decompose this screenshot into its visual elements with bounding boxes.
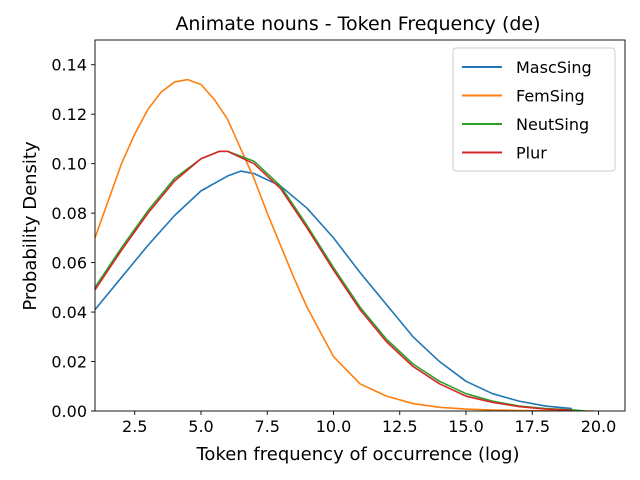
x-tick-label: 2.5: [122, 417, 147, 436]
plot-area: [95, 78, 594, 411]
chart-title: Animate nouns - Token Frequency (de): [175, 13, 540, 35]
series-line-mascsing: [95, 170, 573, 410]
y-tick-label: 0.00: [51, 402, 87, 421]
y-tick-label: 0.10: [51, 155, 87, 174]
x-tick-label: 17.5: [514, 417, 550, 436]
series-lines: [95, 78, 594, 411]
x-tick-label: 15.0: [448, 417, 484, 436]
legend-label-mascsing: MascSing: [516, 58, 592, 77]
legend-label-femsing: FemSing: [516, 87, 585, 106]
x-axis-label: Token frequency of occurrence (log): [196, 444, 520, 465]
series-line-femsing: [95, 78, 594, 411]
legend-label-neutsing: NeutSing: [516, 115, 589, 134]
x-tick-label: 20.0: [581, 417, 617, 436]
y-tick-label: 0.02: [51, 353, 87, 372]
y-axis-label: Probability Density: [20, 141, 41, 311]
x-tick-label: 12.5: [382, 417, 418, 436]
legend-box: [452, 47, 616, 172]
y-tick-label: 0.04: [51, 303, 87, 322]
x-tick-label: 5.0: [188, 417, 213, 436]
y-tick-label: 0.12: [51, 105, 87, 124]
legend-label-plur: Plur: [516, 144, 547, 163]
x-tick-label: 10.0: [316, 417, 352, 436]
y-tick-label: 0.14: [51, 56, 87, 75]
y-tick-label: 0.06: [51, 254, 87, 273]
series-line-plur: [95, 150, 573, 411]
axes: 2.5 5.0 7.5 10.0 12.5 15.0 17.5 20.0 0.00 0.02 0.0…: [51, 39, 626, 436]
plot-frame: [94, 39, 626, 412]
y-tick-label: 0.08: [51, 204, 87, 223]
legend: MascSing FemSing NeutSing Plur: [452, 47, 616, 172]
x-tick-label: 7.5: [255, 417, 280, 436]
